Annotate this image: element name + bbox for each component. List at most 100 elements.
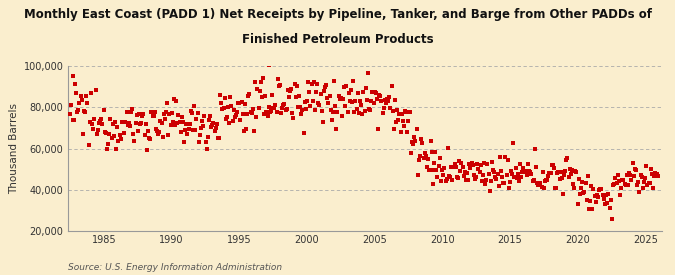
Point [330, 104, 341, 108]
Point [454, 158, 464, 163]
Point [317, 120, 328, 124]
Point [633, 180, 644, 184]
Point [86, 91, 97, 95]
Point [174, 120, 185, 125]
Point [622, 183, 633, 187]
Point [319, 89, 329, 94]
Point [109, 119, 120, 124]
Point [223, 105, 234, 109]
Point [88, 127, 99, 131]
Point [367, 89, 378, 94]
Point [389, 97, 400, 102]
Point [152, 129, 163, 133]
Point [287, 111, 298, 115]
Point [441, 177, 452, 181]
Point [630, 167, 641, 171]
Point [360, 86, 371, 90]
Point [593, 195, 603, 199]
Point [66, 103, 77, 107]
Point [333, 94, 344, 98]
Point [178, 120, 188, 124]
Point [115, 137, 126, 141]
Point [186, 109, 196, 114]
Point [78, 131, 88, 136]
Point [245, 109, 256, 114]
Point [448, 165, 459, 169]
Point [306, 82, 317, 86]
Point [344, 99, 355, 103]
Point [487, 159, 497, 164]
Point [122, 123, 133, 127]
Point [416, 137, 427, 142]
Point [474, 169, 485, 174]
Point [561, 158, 572, 162]
Point [392, 108, 402, 113]
Point [138, 112, 149, 116]
Point [189, 104, 200, 108]
Point [427, 182, 438, 186]
Point [224, 121, 235, 126]
Point [527, 178, 538, 183]
Point [366, 99, 377, 103]
Point [329, 79, 340, 83]
Point [352, 91, 363, 95]
Point [398, 123, 409, 128]
Point [379, 97, 390, 102]
Point [549, 186, 560, 190]
Point [246, 111, 257, 116]
Point [431, 168, 441, 172]
Point [543, 173, 554, 178]
Point [647, 172, 657, 177]
Point [132, 129, 143, 133]
Point [373, 127, 383, 131]
Point [149, 110, 160, 115]
Point [315, 91, 326, 96]
Point [569, 185, 580, 190]
Point [559, 173, 570, 177]
Point [340, 104, 351, 109]
Point [162, 101, 173, 105]
Point [295, 105, 306, 109]
Point [635, 172, 646, 177]
Point [89, 117, 100, 121]
Point [256, 95, 267, 99]
Point [205, 114, 215, 118]
Point [324, 94, 335, 98]
Point [72, 110, 82, 114]
Point [609, 182, 620, 187]
Point [529, 147, 540, 151]
Point [546, 163, 557, 167]
Point [364, 108, 375, 112]
Point [395, 129, 406, 134]
Point [549, 166, 560, 170]
Point [497, 175, 508, 179]
Point [564, 167, 575, 171]
Point [127, 106, 138, 111]
Point [435, 156, 446, 161]
Point [480, 182, 491, 187]
Point [302, 79, 313, 84]
Point [520, 170, 531, 175]
Point [627, 161, 638, 166]
Point [215, 93, 225, 97]
Point [281, 107, 292, 112]
Point [169, 123, 180, 127]
Point [156, 121, 167, 125]
Point [393, 118, 404, 123]
Point [519, 169, 530, 173]
Point [544, 171, 555, 175]
Point [251, 115, 262, 119]
Point [617, 178, 628, 182]
Point [581, 198, 592, 202]
Point [99, 130, 110, 134]
Point [254, 89, 265, 94]
Point [645, 167, 656, 171]
Point [337, 113, 348, 118]
Point [70, 82, 80, 87]
Point [117, 120, 128, 125]
Point [618, 178, 629, 182]
Point [489, 170, 500, 174]
Point [209, 128, 220, 133]
Point [78, 109, 89, 114]
Point [135, 122, 146, 126]
